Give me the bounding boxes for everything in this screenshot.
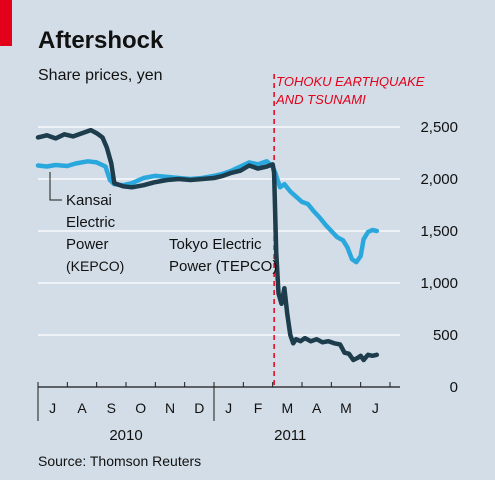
x-month-label-0: J: [49, 400, 56, 416]
x-month-label-3: O: [135, 400, 146, 416]
x-axis: J A S O N D J F M A M J 2010 2011: [37, 382, 400, 444]
event-label-line2: AND TSUNAMI: [275, 92, 366, 107]
tepco-line: [35, 127, 380, 363]
x-month-label-1: A: [77, 400, 87, 416]
x-month-label-6: J: [225, 400, 232, 416]
accent-bar: [0, 0, 12, 46]
event-marker: TOHOKU EARTHQUAKE AND TSUNAMI: [273, 74, 425, 387]
x-month-label-7: F: [254, 400, 263, 416]
tepco-label-line1: Tokyo Electric: [169, 236, 262, 253]
event-label-line1: TOHOKU EARTHQUAKE: [276, 74, 425, 89]
kepco-leader-line: [49, 172, 62, 201]
y-tick-label-2500: 2,500: [420, 119, 458, 136]
x-month-label-9: A: [312, 400, 322, 416]
tepco-annotation: Tokyo Electric Power (TEPCO): [169, 236, 277, 275]
chart-subtitle: Share prices, yen: [38, 67, 163, 84]
source-note: Source: Thomson Reuters: [38, 453, 201, 469]
y-tick-label-0: 0: [450, 379, 458, 396]
x-month-label-10: M: [340, 400, 352, 416]
x-year-label-2011: 2011: [274, 427, 306, 444]
kepco-label-line4: (KEPCO): [66, 258, 124, 274]
tepco-label-line2: Power (TEPCO): [169, 258, 277, 275]
x-month-label-4: N: [165, 400, 175, 416]
x-year-label-2010: 2010: [109, 427, 142, 444]
x-month-label-5: D: [194, 400, 204, 416]
chart-title: Aftershock: [38, 27, 164, 54]
x-month-label-8: M: [281, 400, 293, 416]
series-layer: [35, 127, 380, 363]
y-tick-label-1500: 1,500: [420, 223, 458, 240]
kepco-label-line2: Electric: [66, 214, 116, 231]
x-month-label-11: J: [372, 400, 379, 416]
kepco-label-line1: Kansai: [66, 192, 112, 209]
kepco-line: [35, 159, 380, 265]
y-tick-label-2000: 2,000: [420, 171, 458, 188]
kepco-annotation: Kansai Electric Power (KEPCO): [49, 172, 124, 274]
y-tick-label-500: 500: [433, 327, 458, 344]
y-tick-label-1000: 1,000: [420, 275, 458, 292]
x-month-label-2: S: [107, 400, 116, 416]
y-axis: 0 500 1,000 1,500 2,000 2,500: [420, 119, 458, 396]
kepco-label-line3: Power: [66, 236, 109, 253]
